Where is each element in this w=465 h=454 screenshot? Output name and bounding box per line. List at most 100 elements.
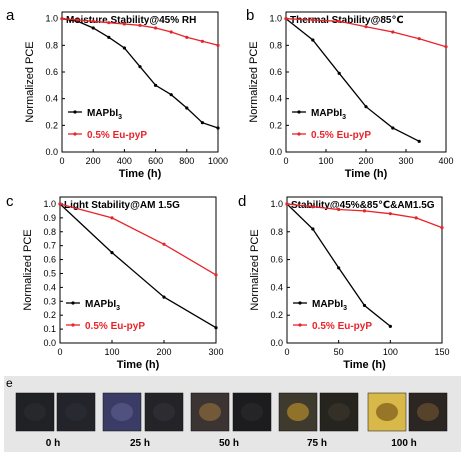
y-tick-label: 1.0 [270, 199, 283, 209]
y-tick-label: 1.0 [45, 14, 58, 24]
x-tick-label: 300 [398, 156, 413, 166]
data-point [440, 225, 444, 230]
time-label: 50 h [219, 438, 239, 449]
time-label: 100 h [391, 438, 417, 449]
y-tick-label: 0.6 [45, 67, 58, 77]
data-point [417, 37, 421, 41]
sample-discoloration [241, 403, 263, 421]
sample-discoloration [376, 403, 398, 421]
data-point [362, 209, 367, 213]
x-tick-label: 100 [318, 156, 333, 166]
data-point [185, 106, 189, 110]
chart-panel-b: b Thermal Stability@85℃ 0 100 200 300 400 0.0 0.… [246, 7, 454, 180]
y-tick-label: 0.8 [269, 40, 282, 50]
x-axis-label: Time (h) [345, 168, 388, 180]
time-label: 75 h [307, 438, 327, 449]
x-tick-label: 100 [104, 347, 119, 357]
y-axis-label: Normalized PCE [248, 41, 260, 122]
legend-label-subscript: 3 [342, 114, 346, 121]
y-axis-label: Normalized PCE [249, 229, 261, 310]
chart-title: Thermal Stability@85℃ [290, 15, 404, 26]
legend-label-subscript: 3 [118, 114, 122, 121]
x-tick-label: 0 [59, 156, 64, 166]
panel-label: d [238, 193, 246, 210]
legend-label-base: MAPbI [312, 299, 343, 310]
legend-label-base: MAPbI [87, 108, 118, 119]
y-tick-label: 0.2 [269, 120, 282, 130]
y-tick-label: 0.6 [43, 255, 56, 265]
x-tick-label: 1000 [208, 156, 228, 166]
photo-panel-e: e 0 h 25 h 50 h 75 h 100 h [4, 376, 461, 452]
data-point [110, 251, 114, 255]
x-tick-label: 0 [283, 156, 288, 166]
legend-swatch-marker [71, 301, 75, 305]
legend-label: MAPbI3 [311, 108, 346, 121]
x-tick-label: 300 [208, 347, 223, 357]
data-point [284, 17, 288, 21]
y-tick-label: 0.4 [43, 282, 56, 292]
legend-label: 0.5% Eu-pyP [312, 321, 372, 332]
legend-label: 0.5% Eu-pyP [85, 321, 145, 332]
chart-title: Light Stability@AM 1.5G [64, 200, 180, 211]
data-point [444, 45, 448, 49]
panel-label: a [6, 7, 15, 24]
x-tick-label: 200 [358, 156, 373, 166]
plot-frame [59, 196, 217, 344]
data-point [162, 242, 166, 246]
series-line-0 [61, 18, 219, 129]
data-point [91, 26, 95, 30]
data-point [388, 212, 392, 216]
x-tick-label: 50 [334, 347, 344, 357]
data-point [122, 46, 126, 50]
legend-label: 0.5% Eu-pyP [311, 130, 371, 141]
sample-discoloration [153, 403, 175, 421]
data-point [337, 19, 341, 23]
data-point [107, 21, 111, 25]
y-axis-label: Normalized PCE [24, 41, 36, 122]
legend-swatch-marker [297, 110, 301, 114]
y-axis-label: Normalized PCE [22, 229, 34, 310]
data-point [58, 202, 62, 206]
x-axis-label: Time (h) [343, 359, 386, 371]
sample-discoloration [111, 403, 133, 421]
data-point [337, 207, 341, 212]
y-tick-label: 0.4 [45, 94, 58, 104]
data-point [388, 324, 392, 328]
data-point [391, 30, 395, 34]
series-line-0 [285, 18, 420, 142]
x-tick-label: 400 [438, 156, 453, 166]
y-tick-label: 1.0 [269, 14, 282, 24]
legend-swatch-marker [298, 323, 302, 327]
data-point [200, 121, 204, 125]
x-tick-label: 800 [179, 156, 194, 166]
chart-panel-d: d Stability@45%&85℃&AM1.5G 0 50 100 150 0.0 0.2… [238, 193, 450, 371]
y-tick-label: 0.2 [270, 310, 283, 320]
y-tick-label: 0.4 [269, 94, 282, 104]
data-point [169, 30, 173, 34]
y-tick-label: 0.8 [43, 227, 56, 237]
y-tick-label: 0.3 [43, 296, 56, 306]
data-point [216, 43, 220, 47]
legend-label-subscript: 3 [343, 305, 347, 312]
legend-label-subscript: 3 [116, 305, 120, 312]
data-point [214, 326, 218, 330]
data-point [311, 38, 315, 42]
time-label: 25 h [130, 438, 150, 449]
legend-label: MAPbI3 [87, 108, 122, 121]
y-tick-label: 0.1 [43, 324, 56, 334]
data-point [337, 71, 341, 75]
y-tick-label: 0.9 [43, 213, 56, 223]
y-tick-label: 0.2 [43, 310, 56, 320]
x-tick-label: 200 [156, 347, 171, 357]
data-point [154, 83, 158, 87]
data-point [91, 19, 95, 23]
data-point [138, 65, 142, 69]
panel-label: e [6, 376, 13, 390]
data-point [391, 126, 395, 130]
y-tick-label: 0.6 [270, 255, 283, 265]
y-tick-label: 0.8 [45, 40, 58, 50]
series-line-0 [59, 203, 217, 329]
legend-swatch-marker [297, 132, 301, 136]
data-point [154, 26, 158, 30]
sample-discoloration [24, 403, 46, 421]
